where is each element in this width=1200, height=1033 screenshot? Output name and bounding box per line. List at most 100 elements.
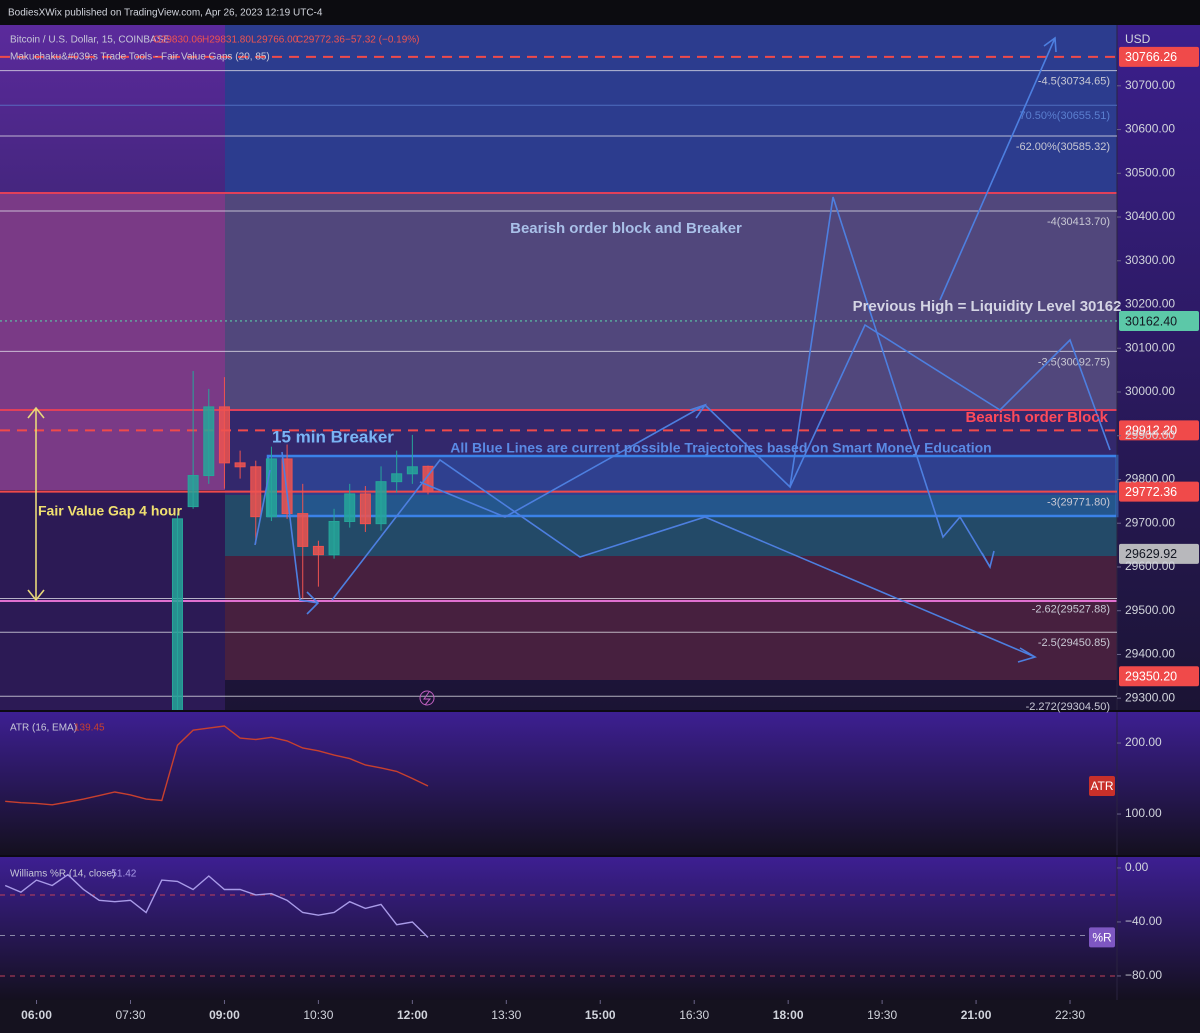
y-tick-label: 30500.00 [1125, 165, 1175, 179]
williams-title: Williams %R (14, close) [10, 869, 116, 880]
y-tick-label: −40.00 [1125, 914, 1162, 928]
arrowhead [27, 589, 45, 602]
price-tag [1119, 310, 1199, 331]
candle-body [297, 513, 309, 547]
y-tick-label: 29800.00 [1125, 472, 1175, 486]
trajectory [419, 196, 991, 568]
symbol-title: Bitcoin / U.S. Dollar, 15, COINBASE [10, 35, 170, 46]
y-tick-label: 30000.00 [1125, 384, 1175, 398]
level-label: -4(30413.70) [1047, 216, 1110, 228]
candles [171, 370, 434, 710]
x-tick-label: 15:00 [585, 1008, 616, 1022]
price-tags: 30766.26 30162.40 29912.20 29772.36 29629.92… [1119, 46, 1199, 687]
breaker-box [266, 454, 1119, 518]
price-tag [1119, 46, 1199, 67]
indicator-tag-label: %R [1092, 931, 1112, 945]
ohlc-label: H29831.80 [202, 35, 251, 46]
ohlc-label: C29772.36 [296, 35, 345, 46]
indicator-tag [1089, 927, 1115, 948]
order-block-zone [225, 193, 1117, 410]
trajectories [254, 36, 1111, 663]
flash-icon [419, 690, 435, 706]
y-tick-label: 29700.00 [1125, 515, 1175, 529]
y-tick-label: 30100.00 [1125, 340, 1175, 354]
arrowhead [1043, 36, 1057, 53]
candle-body [218, 406, 230, 464]
candle-body [265, 458, 277, 518]
x-tick-label: 09:00 [209, 1008, 240, 1022]
ohlc-label: O29830.06 [153, 35, 203, 46]
arrowhead [27, 406, 45, 419]
annotation: Previous High = Liquidity Level 30162 [853, 298, 1122, 315]
x-tick-label: 12:00 [397, 1008, 428, 1022]
level-label: -2.5(29450.85) [1038, 637, 1110, 649]
candle-body [328, 520, 340, 556]
y-tick-label: 30400.00 [1125, 209, 1175, 223]
y-tick-label: 29400.00 [1125, 647, 1175, 661]
trajectory [939, 37, 1056, 301]
indicator-title: Makuchaku&#039;s Trade Tools - Fair Valu… [10, 52, 270, 63]
candle-body [171, 518, 183, 710]
indicator-line [4, 873, 429, 938]
candle-body [422, 465, 434, 493]
williams-pane [0, 857, 1200, 1000]
level-label: -62.00%(30585.32) [1016, 141, 1110, 153]
y-tick-label: 30300.00 [1125, 253, 1175, 267]
price-tag [1119, 420, 1199, 441]
price-tag-label: 29772.36 [1125, 485, 1177, 499]
currency: USD [1125, 32, 1151, 46]
trajectory [254, 469, 271, 546]
price-tag [1119, 666, 1199, 687]
indicator-line [5, 725, 429, 806]
annotation: 15 min Breaker [272, 427, 394, 446]
y-tick-label: 29300.00 [1125, 690, 1175, 704]
header: BodiesXWix published on TradingView.com,… [8, 8, 323, 19]
price-tag [1119, 481, 1199, 502]
candle-body [375, 481, 387, 525]
candle-body [281, 458, 293, 515]
x-tick-label: 07:30 [115, 1008, 145, 1022]
arrowhead [306, 591, 320, 615]
y-tick-label: 30600.00 [1125, 122, 1175, 136]
x-tick-label: 19:30 [867, 1008, 897, 1022]
y-tick-label: 29600.00 [1125, 559, 1175, 573]
x-tick-label: 13:30 [491, 1008, 521, 1022]
top-bar [0, 0, 1200, 25]
arrowhead [981, 550, 995, 570]
y-tick-label: 29500.00 [1125, 603, 1175, 617]
level-label: -3.5(30092.75) [1038, 356, 1110, 368]
indicator-tag [1089, 776, 1115, 797]
candle-body [234, 462, 246, 468]
arrowhead [1017, 647, 1037, 663]
level-label: -4.5(30734.65) [1038, 76, 1110, 88]
x-tick-label: 18:00 [773, 1008, 804, 1022]
y-tick-label: 200.00 [1125, 735, 1162, 749]
fvg-arrow [27, 406, 45, 602]
annotation: All Blue Lines are current possible Traj… [450, 440, 991, 456]
arrowhead [689, 403, 708, 419]
williams-value: -51.42 [108, 869, 137, 880]
icon [419, 690, 435, 706]
price-tag-label: 29629.92 [1125, 547, 1177, 561]
y-tick-label: 29900.00 [1125, 428, 1175, 442]
ohlc-label: L29766.00 [251, 35, 299, 46]
levels: -4.5(30734.65) 70.50%(30655.51) -62.00%(30… [0, 55, 1117, 713]
level-label: -3(29771.80) [1047, 497, 1110, 509]
x-tick-label: 10:30 [303, 1008, 333, 1022]
candle-body [187, 475, 199, 508]
x-tick-label: 22:30 [1055, 1008, 1085, 1022]
trajectory [281, 451, 319, 604]
candle-body [250, 466, 262, 518]
trajectory [331, 458, 1036, 658]
y-tick-label: −80.00 [1125, 968, 1162, 982]
annotation: Fair Value Gap 4 hour [38, 503, 182, 519]
y-tick-label: 30200.00 [1125, 297, 1175, 311]
icon [423, 691, 432, 706]
price-tag-label: 29912.20 [1125, 424, 1177, 438]
ohlc-label: −57.32 (−0.19%) [345, 35, 420, 46]
level-label: -2.272(29304.50) [1026, 701, 1110, 713]
indicator-tag-label: ATR [1090, 779, 1113, 793]
candle-body [344, 493, 356, 522]
